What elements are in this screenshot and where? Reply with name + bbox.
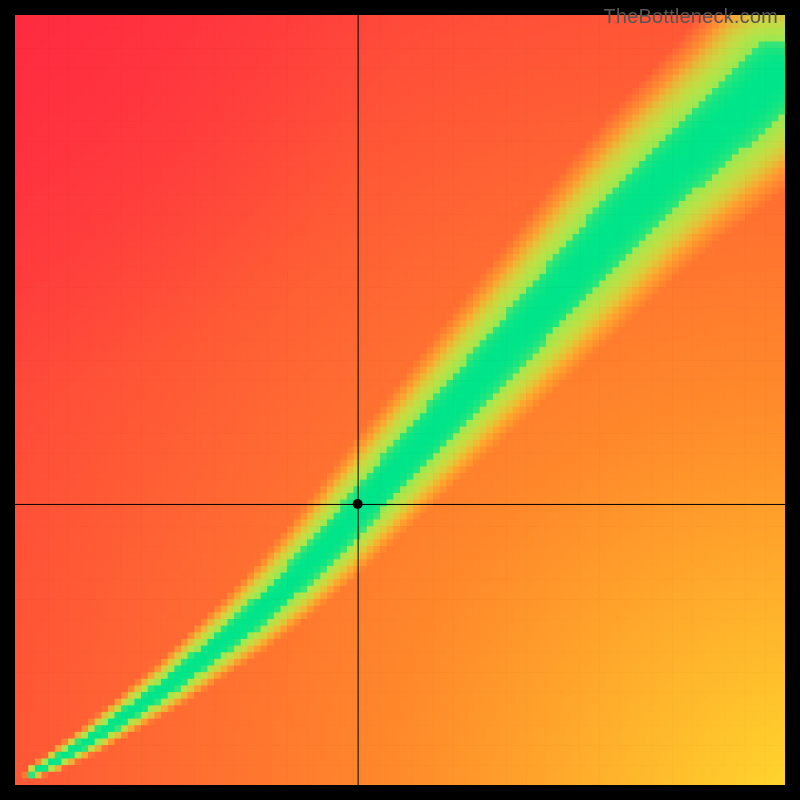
bottleneck-heatmap (0, 0, 800, 800)
chart-container: { "watermark": { "text": "TheBottleneck.… (0, 0, 800, 800)
watermark-text: TheBottleneck.com (603, 6, 778, 29)
